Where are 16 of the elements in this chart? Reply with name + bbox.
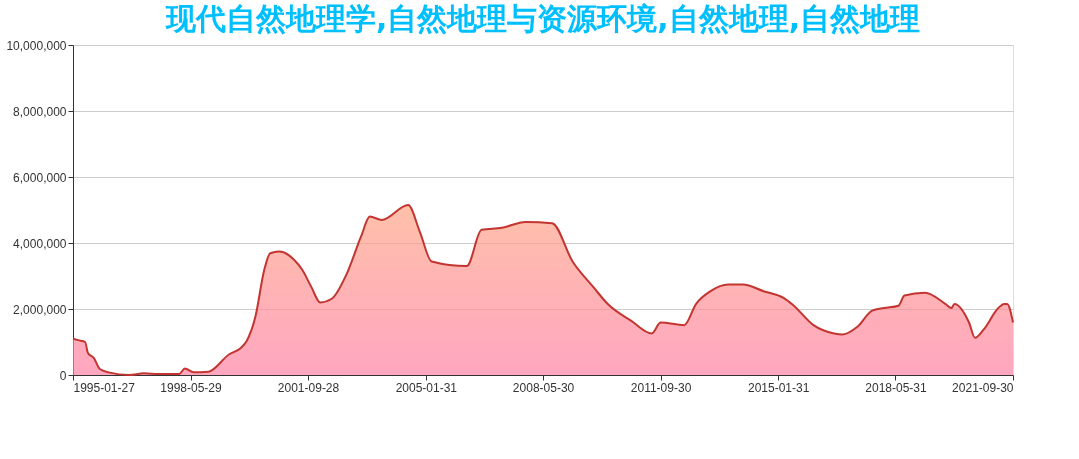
x-tick-label: 2011-09-30 — [630, 380, 692, 395]
y-tick-label: 10,000,000 — [6, 38, 67, 53]
x-tick-label: 2015-01-31 — [747, 380, 810, 395]
y-tick-label: 4,000,000 — [13, 236, 67, 251]
y-tick-label: 2,000,000 — [13, 302, 67, 317]
x-tick-label: 2018-05-31 — [865, 380, 927, 395]
x-tick-label: 1995-01-27 — [73, 380, 136, 395]
x-tick-label: 1998-05-29 — [160, 380, 223, 395]
x-tick-label: 2008-05-30 — [512, 380, 575, 395]
x-tick-label: 2005-01-31 — [395, 380, 458, 395]
x-tick-label: 2021-09-30 — [952, 380, 1014, 395]
y-tick-label: 6,000,000 — [13, 170, 67, 185]
chart-title: 现代自然地理学,自然地理与资源环境,自然地理,自然地理 — [164, 1, 921, 36]
y-tick-label: 8,000,000 — [13, 104, 67, 119]
x-tick-label: 2001-09-28 — [277, 380, 340, 395]
y-tick-label: 0 — [59, 368, 67, 383]
